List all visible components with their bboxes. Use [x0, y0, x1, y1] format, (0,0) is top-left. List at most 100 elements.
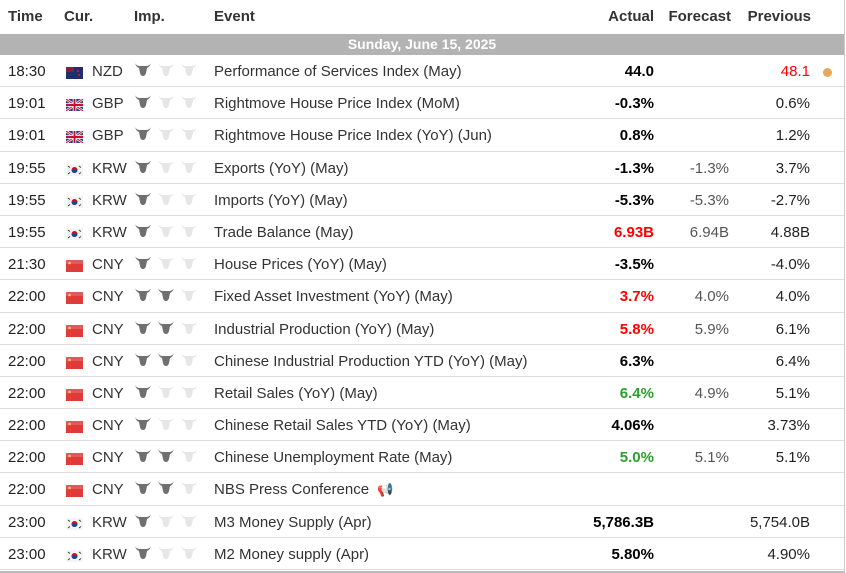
event-name[interactable]: M2 Money supply (Apr): [214, 546, 369, 563]
event-name[interactable]: NBS Press Conference 📢: [214, 481, 393, 498]
forecast-value: 4.9%: [694, 384, 729, 402]
event-link[interactable]: Rightmove House Price Index (MoM): [214, 95, 460, 113]
currency-code: CNY: [92, 256, 124, 274]
event-row[interactable]: 19:01 GBP Rightmove House Price Index (M…: [0, 87, 844, 120]
previous-value: 3.7%: [775, 159, 810, 177]
actual-value: 4.06%: [611, 417, 654, 435]
previous-value: 5,754.0B: [749, 513, 810, 531]
event-row[interactable]: 22:00 CNY Retail Sales (YoY) (May) 6.4% …: [0, 377, 844, 410]
event-list: 18:30 NZD Performance of Services Index …: [0, 55, 844, 570]
event-row[interactable]: 22:00 CNY Chinese Unemployment Rate (May…: [0, 441, 844, 474]
event-name[interactable]: Industrial Production (YoY) (May): [214, 321, 434, 338]
importance-rating: [134, 61, 198, 81]
event-time: 22:00: [8, 449, 46, 467]
importance-rating: [134, 286, 198, 306]
event-link[interactable]: NBS Press Conference: [214, 481, 370, 499]
bull-icon: [180, 286, 198, 306]
event-link[interactable]: Retail Sales (YoY) (May): [214, 384, 378, 402]
event-link[interactable]: Exports (YoY) (May): [214, 159, 349, 177]
bull-icon: [134, 125, 152, 145]
event-row[interactable]: 22:00 CNY Chinese Industrial Production …: [0, 345, 844, 377]
header-event[interactable]: Event: [214, 8, 255, 25]
event-name[interactable]: Chinese Industrial Production YTD (YoY) …: [214, 353, 527, 370]
bull-icon: [157, 415, 175, 435]
event-row[interactable]: 22:00 CNY Chinese Retail Sales YTD (YoY)…: [0, 409, 844, 442]
event-time: 22:00: [8, 288, 46, 306]
event-name[interactable]: Performance of Services Index (May): [214, 63, 462, 80]
event-link[interactable]: Performance of Services Index (May): [214, 63, 462, 80]
previous-value: 0.6%: [775, 95, 810, 113]
event-link[interactable]: M3 Money Supply (Apr): [214, 513, 372, 531]
revised-dot-icon[interactable]: [823, 68, 832, 77]
event-time: 22:00: [8, 352, 46, 370]
header-importance[interactable]: Imp.: [134, 8, 165, 25]
bull-icon: [157, 512, 175, 532]
actual-value: -1.3%: [614, 159, 654, 177]
bull-icon: [157, 254, 175, 274]
bull-icon: [134, 512, 152, 532]
event-link[interactable]: Chinese Industrial Production YTD (YoY) …: [214, 352, 528, 370]
header-previous[interactable]: Previous: [747, 8, 811, 25]
header-forecast[interactable]: Forecast: [668, 8, 731, 25]
event-link[interactable]: Imports (YoY) (May): [214, 191, 348, 209]
event-row[interactable]: 22:00 CNY Fixed Asset Investment (YoY) (…: [0, 280, 844, 313]
event-row[interactable]: 22:00 CNY Industrial Production (YoY) (M…: [0, 313, 844, 345]
event-time: 23:00: [8, 545, 46, 563]
event-name[interactable]: Rightmove House Price Index (YoY) (Jun): [214, 127, 492, 144]
bull-icon: [180, 383, 198, 403]
event-name[interactable]: Fixed Asset Investment (YoY) (May): [214, 288, 453, 305]
event-name[interactable]: Rightmove House Price Index (MoM): [214, 95, 460, 112]
bull-icon: [134, 319, 152, 339]
importance-rating: [134, 125, 198, 145]
event-row[interactable]: 22:00 CNY NBS Press Conference 📢: [0, 473, 844, 506]
header-time[interactable]: Time: [8, 8, 43, 25]
flag-kr-icon: [66, 195, 83, 208]
flag-gb-icon: [65, 98, 84, 113]
bull-icon: [134, 351, 152, 371]
event-link[interactable]: Trade Balance (May): [214, 223, 354, 241]
bull-icon: [180, 447, 198, 467]
importance-rating: [134, 383, 198, 403]
event-row[interactable]: 19:55 KRW Exports (YoY) (May) -1.3% -1.3…: [0, 152, 844, 184]
event-name[interactable]: House Prices (YoY) (May): [214, 256, 387, 273]
event-link[interactable]: Rightmove House Price Index (YoY) (Jun): [214, 127, 492, 145]
bull-icon: [180, 125, 198, 145]
event-row[interactable]: 19:55 KRW Imports (YoY) (May) -5.3% -5.3…: [0, 184, 844, 216]
event-link[interactable]: Fixed Asset Investment (YoY) (May): [214, 288, 453, 306]
bull-icon: [157, 190, 175, 210]
currency-code: NZD: [92, 63, 123, 80]
event-row[interactable]: 19:01 GBP Rightmove House Price Index (Y…: [0, 119, 844, 152]
event-row[interactable]: 19:55 KRW Trade Balance (May) 6.93B 6.94…: [0, 216, 844, 249]
flag-kr-icon: [66, 517, 83, 530]
event-link[interactable]: Chinese Retail Sales YTD (YoY) (May): [214, 417, 471, 435]
importance-rating: [134, 254, 198, 274]
forecast-value: 5.9%: [694, 320, 729, 338]
event-link[interactable]: Industrial Production (YoY) (May): [214, 320, 435, 338]
event-name[interactable]: Trade Balance (May): [214, 224, 354, 241]
flag-cn-icon: [66, 356, 83, 369]
previous-value: 4.90%: [767, 545, 810, 563]
event-name[interactable]: Chinese Retail Sales YTD (YoY) (May): [214, 417, 471, 434]
header-currency[interactable]: Cur.: [64, 8, 94, 25]
bull-icon: [134, 415, 152, 435]
table-header: Time Cur. Imp. Event Actual Forecast Pre…: [0, 0, 844, 34]
event-name[interactable]: Chinese Unemployment Rate (May): [214, 449, 452, 466]
event-link[interactable]: House Prices (YoY) (May): [214, 256, 387, 274]
event-name[interactable]: Imports (YoY) (May): [214, 192, 348, 209]
previous-value: 5.1%: [775, 384, 810, 402]
currency-code: CNY: [92, 481, 124, 499]
currency-code: KRW: [92, 513, 127, 531]
header-actual[interactable]: Actual: [608, 8, 654, 25]
bull-icon: [157, 222, 175, 242]
bull-icon: [157, 125, 175, 145]
event-name[interactable]: M3 Money Supply (Apr): [214, 514, 372, 531]
actual-value: 6.93B: [613, 223, 654, 241]
event-row[interactable]: 23:00 KRW M3 Money Supply (Apr) 5,786.3B…: [0, 506, 844, 538]
event-link[interactable]: Chinese Unemployment Rate (May): [214, 449, 453, 467]
event-link[interactable]: M2 Money supply (Apr): [214, 545, 370, 563]
event-row[interactable]: 21:30 CNY House Prices (YoY) (May) -3.5%…: [0, 248, 844, 281]
event-name[interactable]: Retail Sales (YoY) (May): [214, 385, 378, 402]
event-name[interactable]: Exports (YoY) (May): [214, 160, 348, 177]
event-row[interactable]: 23:00 KRW M2 Money supply (Apr) 5.80% 4.…: [0, 538, 844, 570]
event-row[interactable]: 18:30 NZD Performance of Services Index …: [0, 55, 844, 88]
